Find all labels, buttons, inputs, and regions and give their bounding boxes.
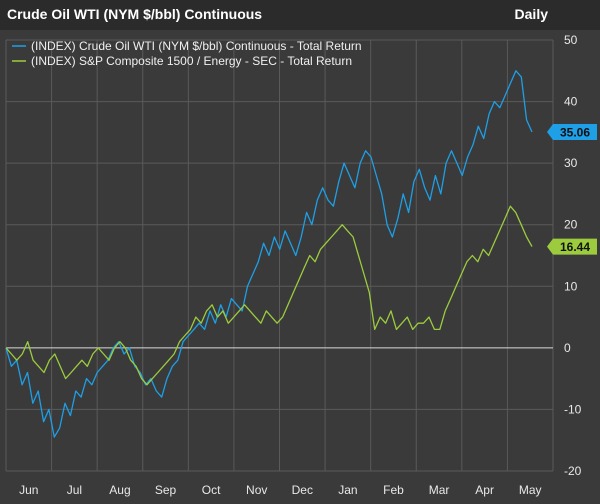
y-tick-label: 20 <box>564 218 578 232</box>
last-value-label: 16.44 <box>560 240 590 254</box>
y-tick-label: 0 <box>564 341 571 355</box>
y-tick-label: 30 <box>564 156 578 170</box>
x-tick-label: Nov <box>246 483 267 497</box>
y-tick-label: -20 <box>564 464 582 478</box>
last-value-badge-crude-oil <box>547 123 597 140</box>
x-tick-label: Oct <box>202 483 221 497</box>
chart-title: Crude Oil WTI (NYM $/bbl) Continuous <box>7 6 263 22</box>
last-value-label: 35.06 <box>560 125 590 139</box>
x-tick-label: Jan <box>338 483 357 497</box>
x-tick-label: Jul <box>67 483 82 497</box>
x-tick-label: Apr <box>475 483 494 497</box>
y-tick-label: 10 <box>564 279 578 293</box>
y-tick-label: 40 <box>564 95 578 109</box>
last-value-badge-energy <box>547 238 597 255</box>
x-tick-label: Aug <box>109 483 130 497</box>
legend-entry: (INDEX) S&P Composite 1500 / Energy - SE… <box>31 54 352 68</box>
x-tick-label: Feb <box>383 483 404 497</box>
y-tick-label: 50 <box>564 33 578 47</box>
chart-header: Crude Oil WTI (NYM $/bbl) Continuous Dai… <box>0 0 600 30</box>
x-tick-label: Mar <box>429 483 450 497</box>
frequency-selector[interactable]: Daily <box>514 6 548 22</box>
x-tick-label: Dec <box>292 483 313 497</box>
series-line-crude-oil <box>5 70 533 438</box>
y-tick-label: -10 <box>564 402 582 416</box>
x-tick-label: Sep <box>155 483 177 497</box>
legend-entry: (INDEX) Crude Oil WTI (NYM $/bbl) Contin… <box>31 39 362 53</box>
x-tick-label: Jun <box>19 483 38 497</box>
x-tick-label: May <box>519 483 542 497</box>
series-line-energy <box>5 205 533 386</box>
